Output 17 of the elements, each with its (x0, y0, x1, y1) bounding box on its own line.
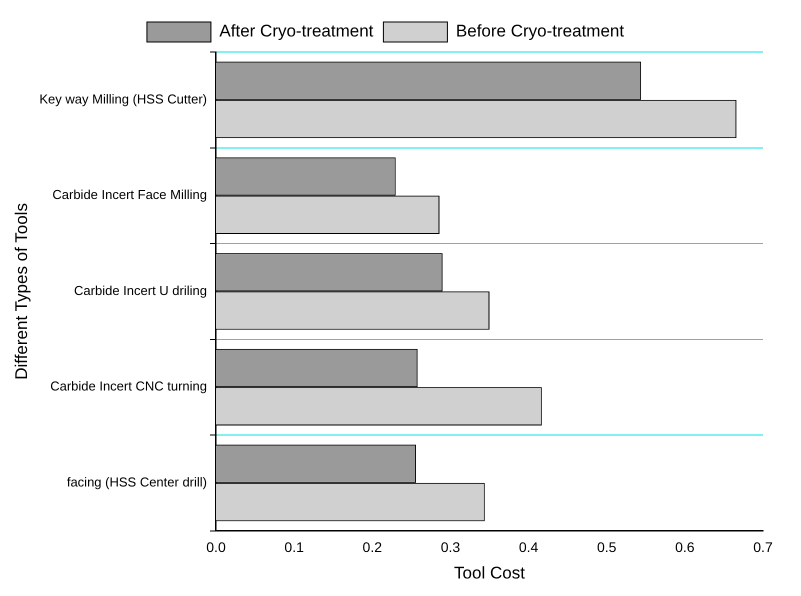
x-tick-label: 0.7 (753, 539, 773, 556)
y-tick-label: Carbide Incert U driling (74, 282, 207, 298)
y-tick-label: Key way Milling (HSS Cutter) (39, 91, 207, 106)
y-tick-label: Carbide Incert CNC turning (50, 378, 207, 394)
x-tick-label: 0.1 (284, 539, 304, 556)
x-tick-label: 0.4 (518, 539, 539, 556)
y-axis-title: Different Types of Tools (12, 203, 31, 380)
x-tick-label: 0.2 (362, 539, 382, 556)
x-tick-label: 0.3 (440, 539, 460, 556)
legend-label: Before Cryo-treatment (456, 22, 624, 41)
x-tick-label: 0.5 (596, 539, 617, 556)
y-tick-label: Carbide Incert Face Milling (52, 187, 207, 202)
x-tick-label: 0.6 (675, 539, 695, 556)
legend-label: After Cryo-treatment (219, 22, 374, 41)
x-tick-label: 0.0 (206, 539, 226, 556)
y-tick-label: facing (HSS Center drill) (66, 474, 207, 490)
x-axis-title: Tool Cost (454, 563, 526, 582)
